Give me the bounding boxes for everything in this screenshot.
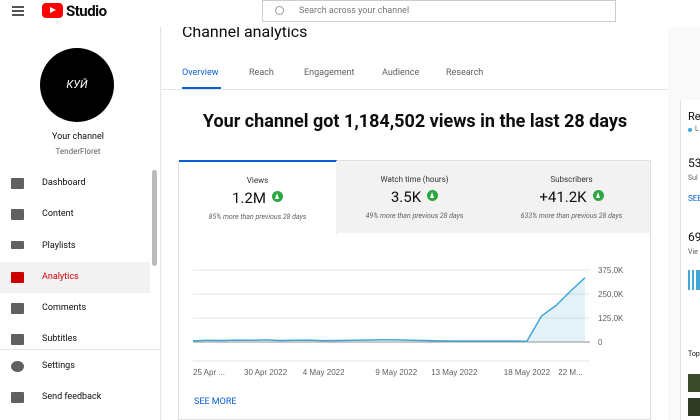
stat-label: Vie: [688, 248, 698, 256]
x-tick-label: 22 M...: [558, 368, 582, 377]
y-tick-label: 0: [598, 338, 603, 347]
headline: Your channel got 1,184,502 views in the …: [202, 111, 628, 132]
menu-button[interactable]: [12, 6, 24, 16]
metric-tab[interactable]: Watch time (hours) 3.5K 49% more than prev…: [336, 161, 494, 233]
metric-label: Subscribers: [550, 175, 593, 184]
stat: 69: [688, 230, 700, 244]
tab[interactable]: Audience: [382, 68, 420, 78]
metric-label: Views: [246, 176, 269, 185]
right-card: [680, 100, 700, 420]
feedback-icon: [11, 392, 24, 403]
logo-text[interactable]: Studio: [66, 2, 107, 20]
metric-value: 1.2M: [232, 189, 266, 207]
x-tick-label: 25 Apr ...: [193, 368, 225, 377]
see-more[interactable]: SEE MORE: [194, 397, 237, 407]
tab-underline: [182, 87, 221, 89]
dashboard-icon: [11, 178, 24, 189]
metric-note: 85% more than previous 28 days: [208, 213, 307, 221]
settings-icon: [11, 361, 24, 372]
x-tick-label: 18 May 2022: [504, 368, 551, 377]
scrollbar[interactable]: [152, 170, 157, 266]
x-tick-label: 13 May 2022: [431, 368, 478, 377]
metric-tab[interactable]: Subscribers +41.2K 633% more than previous…: [493, 161, 650, 233]
metric-label: Watch time (hours): [380, 175, 449, 184]
up-icon: [427, 190, 439, 201]
mini-bars: [688, 270, 700, 290]
metric-value: +41.2K: [539, 188, 587, 206]
tab-divider: [162, 89, 668, 90]
channel-name: TenderFloret: [55, 147, 101, 156]
menu-item[interactable]: Content: [42, 209, 74, 219]
analytics-icon: [11, 272, 24, 283]
up-icon: [592, 190, 604, 201]
search-icon: [275, 6, 284, 15]
menu-item[interactable]: Playlists: [42, 241, 76, 251]
playlists-icon: [11, 241, 24, 249]
live-dot: [688, 128, 692, 132]
menu-item[interactable]: Settings: [42, 361, 75, 371]
see-link[interactable]: SEE: [688, 194, 700, 203]
live-label: L: [695, 125, 699, 133]
right-title: Re: [688, 110, 700, 123]
menu-item[interactable]: Dashboard: [42, 178, 86, 188]
menu-item[interactable]: Subtitles: [42, 334, 78, 344]
x-tick-label: 4 May 2022: [303, 368, 345, 377]
y-tick-label: 125.0K: [598, 314, 624, 323]
stat-label: Sul: [688, 174, 698, 182]
up-icon: [271, 191, 283, 202]
menu-divider: [0, 349, 160, 350]
tab[interactable]: Engagement: [304, 68, 355, 78]
metric-note: 49% more than previous 28 days: [365, 212, 464, 220]
thumbnail[interactable]: [688, 374, 700, 392]
subtitles-icon: [11, 334, 24, 345]
sidebar-footer: [0, 350, 161, 420]
active-item-bg: [0, 262, 150, 293]
menu-item[interactable]: Comments: [42, 303, 87, 313]
thumbnail[interactable]: [688, 398, 700, 416]
tab[interactable]: Research: [446, 68, 484, 78]
comments-icon: [11, 303, 24, 314]
stat: 53: [688, 156, 700, 170]
y-tick-label: 250.0K: [598, 290, 624, 299]
logo-icon[interactable]: [42, 3, 63, 18]
x-tick-label: 30 Apr 2022: [244, 368, 288, 377]
metric-note: 633% more than previous 28 days: [520, 212, 623, 220]
y-tick-label: 375.0K: [598, 266, 624, 275]
area: [526, 277, 585, 342]
tab[interactable]: Overview: [182, 68, 219, 78]
search-placeholder: Search across your channel: [299, 6, 410, 16]
metric-value: 3.5K: [390, 188, 422, 206]
top-label: Top: [688, 350, 700, 358]
channel-label: Your channel: [52, 132, 104, 142]
menu-item[interactable]: Send feedback: [42, 392, 102, 402]
tab[interactable]: Reach: [249, 68, 274, 78]
search-box[interactable]: Search across your channel: [262, 0, 616, 22]
menu-item[interactable]: Analytics: [42, 272, 79, 282]
line: [192, 277, 586, 342]
avatar[interactable]: КУЙ: [40, 48, 114, 122]
x-tick-label: 9 May 2022: [375, 368, 417, 377]
content-icon: [11, 209, 24, 220]
